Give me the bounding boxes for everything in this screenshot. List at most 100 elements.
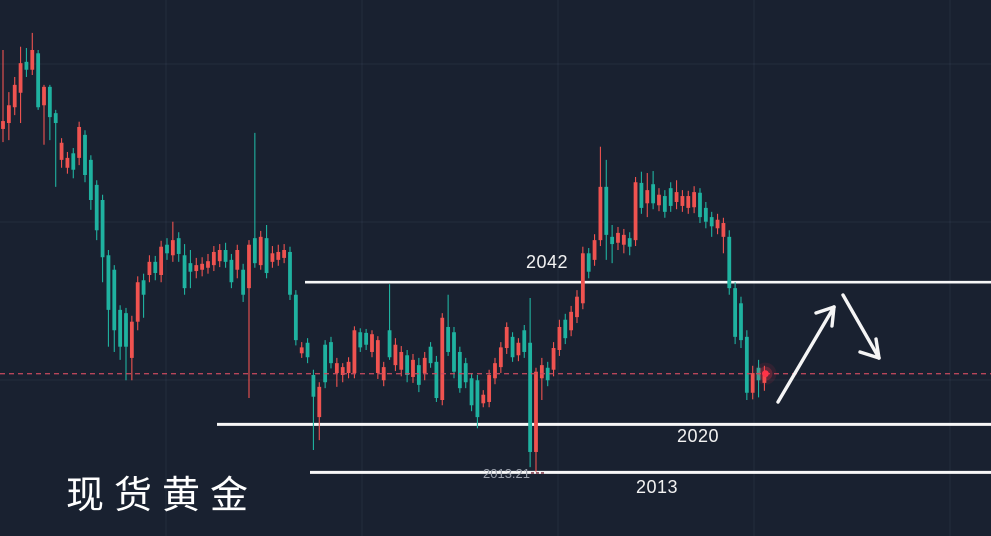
candle-body	[475, 380, 480, 418]
candle-body	[188, 263, 193, 272]
candle-body	[639, 182, 644, 208]
candles-layer	[1, 32, 767, 472]
candle-body	[680, 196, 685, 206]
swing-low-tick-marks	[531, 472, 544, 474]
candle-body	[510, 336, 515, 358]
candle-body	[118, 309, 123, 347]
swing-low-price-label: 2013.21	[483, 466, 530, 481]
candle-body	[709, 217, 714, 227]
candle-body	[276, 251, 281, 260]
candle-body	[457, 351, 462, 389]
candle-body	[334, 363, 339, 374]
candle-body	[651, 184, 656, 204]
candle-body	[293, 294, 298, 341]
candle-body	[498, 347, 503, 368]
candle-body	[674, 192, 679, 202]
candle-body	[194, 265, 199, 272]
candle-body	[399, 351, 404, 370]
candle-body	[446, 326, 451, 352]
candle-body	[329, 342, 333, 364]
candle-body	[657, 194, 661, 206]
candle-body	[381, 367, 386, 381]
candle-body	[83, 134, 87, 175]
candle-body	[170, 240, 175, 256]
candle-body	[364, 332, 369, 345]
candle-body	[247, 244, 251, 289]
candle-body	[65, 157, 70, 168]
candle-body	[24, 61, 29, 70]
candle-body	[516, 342, 521, 356]
candle-body	[340, 367, 345, 375]
candle-body	[77, 126, 82, 158]
candle-body	[311, 375, 316, 397]
candle-body	[440, 317, 445, 400]
candle-body	[323, 344, 328, 383]
candle-body	[551, 348, 556, 370]
candle-body	[668, 188, 673, 206]
candle-body	[200, 263, 205, 270]
candle-body	[317, 386, 322, 418]
candle-body	[744, 336, 749, 393]
candle-body	[153, 261, 158, 274]
candle-body	[288, 251, 292, 295]
candle-body	[299, 347, 304, 354]
candle-body	[42, 86, 46, 106]
candle-body	[358, 332, 363, 348]
candle-body	[71, 153, 76, 170]
candle-body	[141, 280, 146, 295]
resistance-level-label: 2042	[526, 252, 569, 272]
candle-body	[352, 330, 357, 374]
candle-body	[223, 250, 228, 262]
candle-body	[94, 184, 99, 231]
candle-body	[252, 238, 257, 264]
candle-body	[627, 238, 632, 247]
candle-body	[721, 223, 726, 237]
candle-body	[428, 346, 433, 364]
candle-body	[100, 200, 105, 258]
candle-body	[750, 373, 755, 393]
candle-body	[264, 238, 269, 274]
candle-body	[124, 313, 128, 347]
candle-body	[12, 84, 17, 108]
candle-body	[241, 269, 246, 295]
candle-body	[375, 340, 380, 374]
candle-body	[346, 361, 351, 374]
candle-body	[59, 142, 64, 160]
candle-body	[147, 261, 152, 275]
candle-body	[598, 186, 603, 241]
candle-body	[698, 192, 702, 218]
candle-body	[481, 394, 486, 404]
candle-body	[30, 50, 35, 70]
candle-body	[129, 321, 134, 358]
candle-body	[416, 365, 421, 385]
candle-body	[557, 326, 562, 350]
candle-body	[270, 253, 275, 262]
candle-body	[165, 244, 169, 254]
candle-body	[88, 159, 93, 200]
candle-body	[610, 236, 615, 245]
candle-body	[727, 236, 732, 289]
candle-body	[258, 236, 263, 266]
candle-body	[1, 121, 5, 129]
candle-body	[569, 311, 574, 331]
candle-body	[229, 259, 234, 283]
candle-body	[493, 363, 497, 379]
up-arrow	[776, 305, 836, 404]
candle-body	[586, 253, 591, 272]
candle-body	[305, 342, 310, 358]
candle-body	[592, 240, 597, 260]
candle-body	[692, 192, 697, 208]
candle-body	[176, 238, 181, 254]
candle-body	[487, 375, 492, 402]
down-arrow	[841, 293, 881, 360]
candle-body	[715, 219, 720, 229]
candle-body	[633, 182, 638, 241]
candle-body	[545, 367, 550, 381]
candle-body	[235, 250, 240, 270]
candle-body	[575, 296, 579, 318]
candle-body	[645, 190, 650, 204]
